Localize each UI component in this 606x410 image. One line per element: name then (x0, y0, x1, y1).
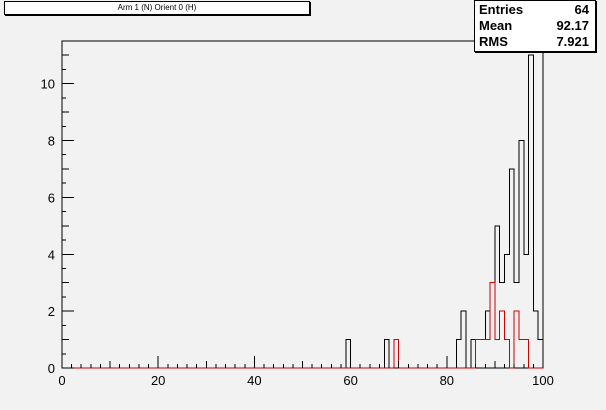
series-layer (62, 54, 544, 369)
stat-label-entries: Entries (479, 2, 524, 17)
x-tick-label: 0 (58, 373, 65, 388)
histogram-bin-1-2 (480, 340, 485, 368)
x-tick-label: 40 (247, 373, 261, 388)
stat-row-rms: RMS 7.921 (479, 34, 589, 50)
histogram-bin-1-3 (485, 340, 490, 368)
stat-value-mean: 92.17 (556, 18, 589, 33)
plot-frame (61, 40, 544, 369)
stat-value-entries: 64 (574, 2, 589, 17)
stat-value-rms: 7.921 (556, 34, 589, 49)
x-tick-label: 80 (440, 373, 454, 388)
axis-layer: 0 20 40 60 80 100 0 2 4 6 8 10 (41, 54, 554, 388)
histogram-bin-1-0 (394, 340, 399, 368)
y-tick-label: 6 (48, 190, 55, 205)
histogram-bin-1-1 (476, 340, 481, 368)
x-tick-label: 100 (532, 373, 554, 388)
histogram-bin-0-1 (384, 340, 389, 368)
histogram-bin-1-5 (495, 340, 500, 368)
stat-row-entries: Entries 64 (479, 2, 589, 18)
x-tick-label: 20 (151, 373, 165, 388)
histogram-bin-0-15 (519, 141, 524, 368)
histogram-bin-0-5 (471, 340, 476, 368)
histogram-bin-0-0 (346, 340, 351, 368)
histogram-title: Arm 1 (N) Orient 0 (H) (4, 1, 310, 15)
histogram-bin-0-17 (529, 55, 534, 368)
stat-label-mean: Mean (479, 18, 513, 33)
histogram-bin-0-18 (533, 311, 538, 368)
y-tick-label: 10 (41, 77, 55, 92)
y-tick-label: 0 (48, 361, 55, 376)
stat-row-mean: Mean 92.17 (479, 18, 589, 34)
histogram-bin-0-3 (456, 340, 461, 368)
histogram-series-1 (62, 282, 543, 369)
y-tick-label: 4 (48, 247, 55, 262)
histogram-bin-0-13 (509, 169, 514, 368)
histogram-bin-0-19 (538, 340, 543, 368)
histogram-bin-1-9 (519, 340, 524, 368)
stats-box: Entries 64 Mean 92.17 RMS 7.921 (474, 0, 596, 52)
histogram-bin-0-4 (461, 311, 466, 368)
histogram-bin-1-7 (505, 340, 510, 368)
y-tick-label: 8 (48, 134, 55, 149)
y-tick-label: 2 (48, 304, 55, 319)
histogram-bin-1-6 (500, 311, 505, 368)
stat-label-rms: RMS (479, 34, 508, 49)
histogram-bin-1-10 (524, 340, 529, 368)
histogram-bin-1-8 (514, 311, 519, 368)
x-tick-label: 60 (343, 373, 357, 388)
histogram-bin-1-4 (490, 283, 495, 368)
